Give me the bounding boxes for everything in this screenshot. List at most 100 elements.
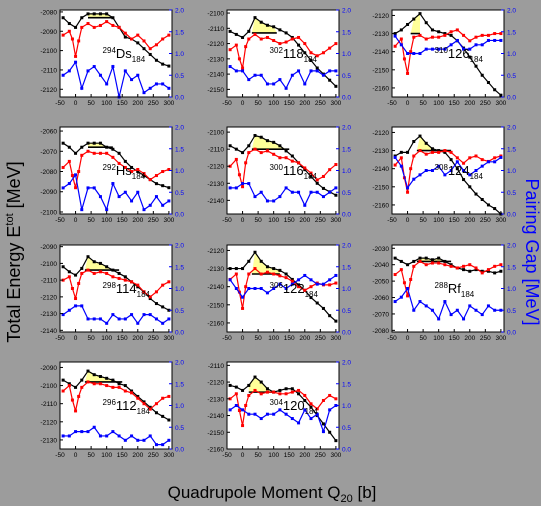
- series-energy_alt-point: [493, 32, 497, 36]
- series-energy-point: [234, 147, 238, 151]
- mass-number: 298: [103, 281, 117, 290]
- series-energy-point: [321, 422, 325, 426]
- series-energy_alt-point: [455, 28, 459, 32]
- x-tick-label: 300: [163, 100, 174, 107]
- series-gap-point: [309, 69, 313, 73]
- series-energy_alt-point: [253, 147, 257, 151]
- gap-tick-label: 0.0: [342, 447, 351, 454]
- y-tick-label: -2080: [40, 9, 57, 16]
- series-gap-point: [272, 287, 276, 290]
- y-tick-label: -2140: [372, 49, 389, 56]
- nucleus-label: 298114184: [103, 281, 151, 299]
- series-energy-point: [474, 268, 478, 272]
- y-tick-label: -2100: [40, 48, 57, 55]
- gap-tick-label: 2.0: [507, 8, 516, 15]
- element-symbol: 126: [448, 46, 470, 61]
- series-energy-point: [148, 52, 152, 56]
- series-energy-point: [486, 203, 490, 207]
- x-tick-label: 50: [419, 335, 427, 342]
- series-gap-point: [290, 282, 294, 286]
- series-energy_alt-point: [70, 398, 74, 402]
- x-tick-label: 250: [148, 452, 159, 459]
- x-tick-label: 300: [330, 452, 341, 459]
- x-tick-label: 300: [163, 452, 174, 459]
- series-energy_alt-point: [86, 149, 90, 153]
- series-energy_alt-point: [309, 171, 313, 175]
- series-energy_alt-point: [247, 151, 251, 155]
- series-energy_alt-point: [399, 37, 403, 41]
- series-energy_alt-point: [393, 163, 397, 167]
- series-energy_alt-point: [303, 288, 307, 292]
- series-gap-point: [315, 69, 319, 73]
- series-energy_alt-point: [480, 158, 484, 162]
- series-energy-point: [412, 259, 416, 263]
- series-energy_alt-point: [244, 161, 248, 165]
- series-energy-point: [74, 25, 78, 29]
- gap-tick-label: 1.0: [507, 51, 516, 58]
- series-gap-point: [259, 417, 263, 421]
- series-energy_alt-point: [80, 385, 84, 389]
- series-gap-point: [74, 173, 78, 177]
- gap-tick-label: 0.0: [175, 330, 184, 337]
- series-energy_alt-point: [424, 152, 428, 156]
- y-tick-label: -2140: [40, 328, 57, 335]
- gap-tick-label: 0.5: [342, 73, 351, 80]
- series-gap-point: [123, 438, 127, 442]
- gap-tick-label: 0.0: [507, 330, 516, 337]
- x-tick-label: 150: [449, 100, 460, 107]
- series-energy-point: [309, 58, 313, 62]
- series-energy-point: [499, 269, 503, 273]
- x-tick-label: 200: [299, 217, 310, 224]
- plot-area: [227, 127, 339, 214]
- series-gap-point: [278, 282, 282, 286]
- y-tick-label: -2160: [207, 320, 224, 327]
- series-energy_alt-point: [297, 35, 301, 39]
- x-tick-label: -50: [55, 100, 65, 107]
- series-energy-point: [92, 260, 96, 264]
- fill-region: [416, 136, 452, 151]
- series-gap-point: [74, 430, 78, 434]
- series-energy_alt-point: [154, 402, 158, 406]
- series-energy-point: [123, 275, 127, 279]
- series-gap-point: [167, 438, 171, 442]
- x-tick-label: 300: [330, 335, 341, 342]
- gap-tick-label: 0.5: [342, 308, 351, 315]
- series-energy_alt-point: [67, 384, 71, 388]
- y-tick-label: -2120: [207, 248, 224, 255]
- panel-310-126: -2120 -2130 -2140 -2150 -2160 0.0 0.5 1.0 1.5 2.0…: [372, 8, 516, 108]
- x-tick-label: 250: [315, 217, 326, 224]
- series-gap-point: [449, 313, 453, 317]
- series-energy-point: [399, 259, 403, 263]
- series-energy_alt-point: [309, 402, 313, 406]
- series-energy_alt-point: [148, 47, 152, 51]
- series-gap-point: [247, 78, 251, 82]
- series-energy_alt-point: [418, 259, 422, 263]
- series-energy-point: [480, 73, 484, 77]
- series-energy_alt-point: [406, 71, 410, 75]
- gap-tick-label: 0.5: [507, 308, 516, 315]
- series-energy-point: [315, 301, 319, 305]
- series-gap-point: [161, 203, 165, 207]
- series-gap-point: [148, 313, 152, 317]
- series-energy-point: [406, 150, 410, 154]
- gap-tick-label: 0.0: [175, 95, 184, 102]
- series-energy_alt-point: [74, 297, 78, 301]
- y-tick-label: -2100: [40, 261, 57, 268]
- y-tick-label: -2080: [372, 328, 389, 335]
- x-tick-label: 200: [464, 100, 475, 107]
- series-energy-point: [247, 259, 251, 263]
- series-energy_alt-point: [480, 33, 484, 37]
- series-energy_alt-point: [430, 261, 434, 265]
- series-energy_alt-point: [474, 35, 478, 39]
- element-symbol: 112: [116, 398, 137, 413]
- series-gap-point: [480, 43, 484, 47]
- series-gap-point: [142, 91, 146, 95]
- series-gap-point: [86, 317, 90, 321]
- x-tick-label: 0: [74, 452, 78, 459]
- gap-tick-label: 1.0: [342, 286, 351, 293]
- series-energy_alt-point: [74, 186, 78, 190]
- x-tick-label: 200: [132, 335, 143, 342]
- x-tick-label: 100: [268, 335, 279, 342]
- series-gap-point: [328, 278, 332, 282]
- mass-number: 306: [270, 281, 284, 290]
